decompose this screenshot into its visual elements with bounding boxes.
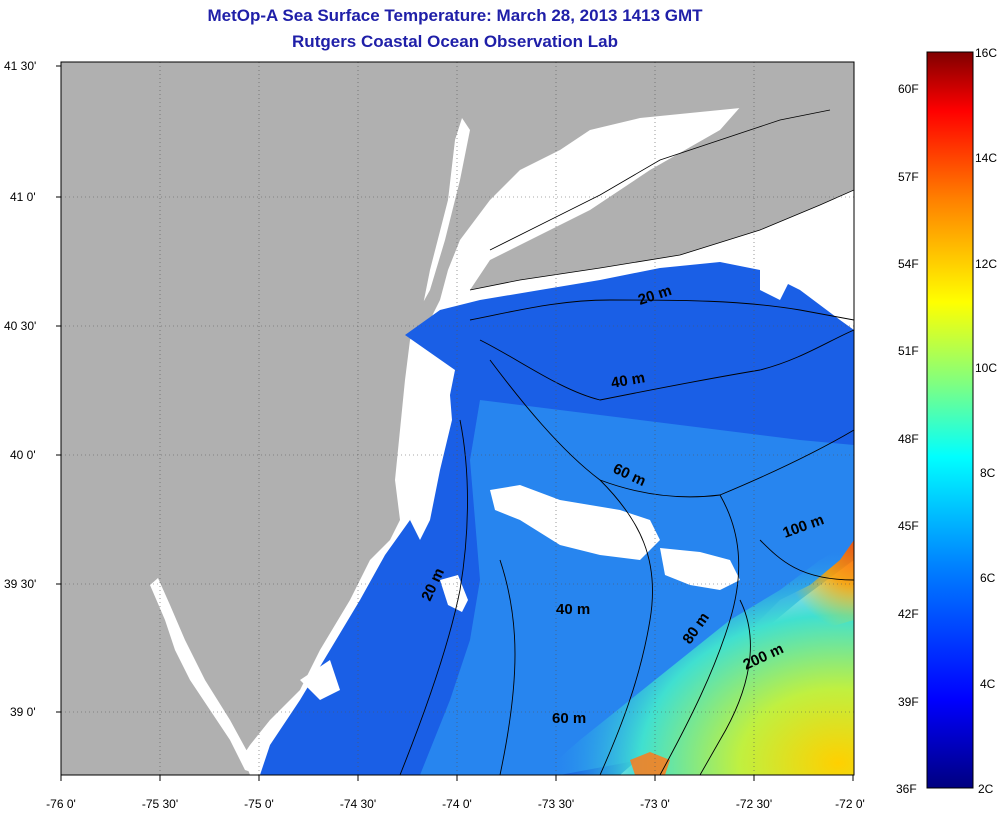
- graticule: [61, 62, 854, 775]
- lon-tick-label: -72 30': [736, 797, 772, 811]
- lat-tick-label: 41 30': [4, 59, 36, 73]
- map-subtitle: Rutgers Coastal Ocean Observation Lab: [292, 32, 618, 51]
- colorbar-f-label: 42F: [898, 607, 919, 621]
- lon-tick-label: -72 0': [835, 797, 865, 811]
- long-island: [470, 62, 854, 290]
- cloud-patch: [490, 485, 660, 560]
- lon-tick-label: -74 30': [340, 797, 376, 811]
- colorbar-c-label: 2C: [978, 782, 994, 796]
- lon-tick-label: -75 30': [142, 797, 178, 811]
- cloud-patch: [410, 370, 452, 540]
- colorbar-celsius-labels: 16C 14C 12C 10C 8C 6C 4C 2C: [975, 46, 997, 796]
- coastline: [469, 189, 854, 291]
- lat-tick-label: 40 0': [10, 448, 36, 462]
- lat-tick-label: 41 0': [10, 190, 36, 204]
- lon-tick-label: -73 30': [538, 797, 574, 811]
- sst-hot-water: [780, 540, 854, 630]
- colorbar-c-label: 4C: [980, 677, 996, 691]
- colorbar-c-label: 10C: [975, 361, 997, 375]
- colorbar-f-label: 57F: [898, 170, 919, 184]
- contour-label: 60 m: [552, 710, 586, 727]
- colorbar: [926, 51, 974, 789]
- lat-tick-label: 39 30': [4, 577, 36, 591]
- colorbar-fahrenheit-labels: 60F 57F 54F 51F 48F 45F 42F 39F 36F: [896, 82, 919, 796]
- colorbar-f-label: 51F: [898, 344, 919, 358]
- land-mass: [61, 62, 854, 775]
- contour-label: 40 m: [556, 601, 590, 618]
- lat-tick-label: 39 0': [10, 705, 36, 719]
- sst-hot-patch: [630, 752, 670, 775]
- contour-label: 40 m: [610, 369, 647, 392]
- lon-tick-label: -76 0': [46, 797, 76, 811]
- latitude-labels: 41 30' 41 0' 40 30' 40 0' 39 30' 39 0': [4, 59, 36, 719]
- delaware-bay: [150, 578, 260, 775]
- map-title: MetOp-A Sea Surface Temperature: March 2…: [207, 6, 703, 25]
- colorbar-c-label: 8C: [980, 466, 996, 480]
- cloud-patch: [300, 660, 340, 700]
- lon-tick-label: -73 0': [640, 797, 670, 811]
- lat-tick-label: 40 30': [4, 319, 36, 333]
- cloud-patch: [660, 548, 740, 590]
- tick-marks: [56, 65, 854, 781]
- lon-tick-label: -75 0': [244, 797, 274, 811]
- cloud-patch: [760, 255, 790, 300]
- colorbar-c-label: 14C: [975, 151, 997, 165]
- sst-warm-water: [540, 540, 854, 775]
- longitude-labels: -76 0' -75 30' -75 0' -74 30' -74 0' -73…: [46, 797, 865, 811]
- colorbar-f-label: 48F: [898, 432, 919, 446]
- colorbar-f-label: 60F: [898, 82, 919, 96]
- colorbar-f-label: 39F: [898, 695, 919, 709]
- colorbar-f-label: 54F: [898, 257, 919, 271]
- colorbar-c-label: 6C: [980, 571, 996, 585]
- coastline: [489, 109, 831, 251]
- colorbar-c-label: 16C: [975, 46, 997, 60]
- colorbar-f-label: 45F: [898, 519, 919, 533]
- colorbar-c-label: 12C: [975, 257, 997, 271]
- lon-tick-label: -74 0': [442, 797, 472, 811]
- colorbar-f-label: 36F: [896, 782, 917, 796]
- bathymetry-contours: [399, 299, 854, 775]
